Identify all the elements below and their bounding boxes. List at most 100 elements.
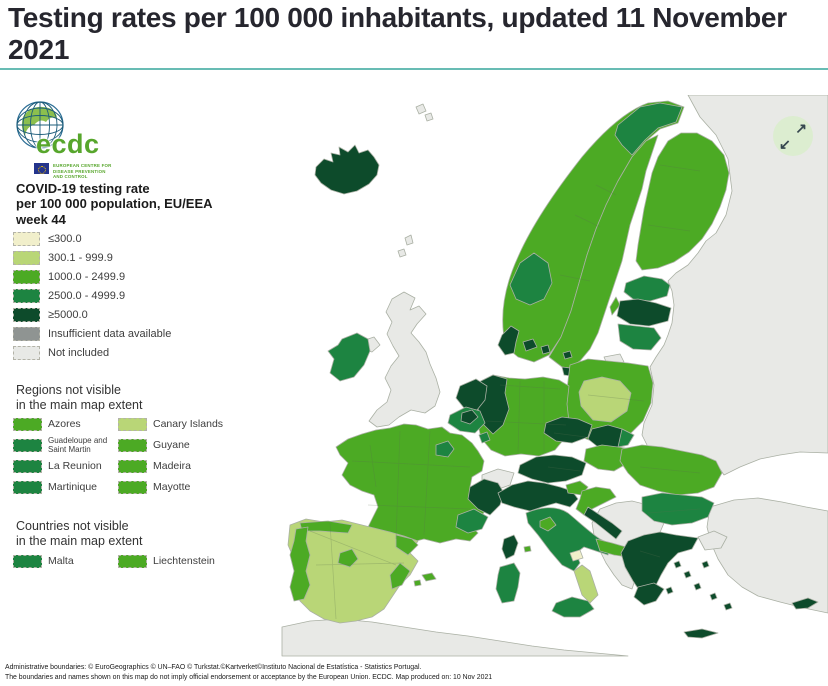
region-czechia[interactable] bbox=[543, 416, 593, 444]
legend-label: 2500.0 - 4999.9 bbox=[48, 289, 126, 302]
page-title: Testing rates per 100 000 inhabitants, u… bbox=[8, 2, 787, 65]
region-bornholm bbox=[562, 350, 573, 360]
legend-item-swatch bbox=[118, 460, 147, 473]
region-borders-decor bbox=[309, 164, 701, 620]
legend-label: 1000.0 - 2499.9 bbox=[48, 270, 126, 283]
legend-class-list: ≤300.0 300.1 - 999.9 1000.0 - 2499.9 250… bbox=[13, 229, 171, 362]
legend-item-swatch bbox=[13, 418, 42, 431]
region-ireland[interactable] bbox=[327, 332, 371, 382]
fullscreen-button[interactable]: ↗ ↙ bbox=[773, 116, 813, 156]
europe-map bbox=[281, 95, 828, 657]
legend-item-label: Mayotte bbox=[153, 480, 191, 493]
region-lithuania[interactable] bbox=[617, 323, 662, 351]
region-sweden[interactable] bbox=[548, 134, 659, 369]
region-faroe-islands bbox=[415, 103, 434, 122]
region-luxembourg[interactable] bbox=[478, 431, 491, 444]
map-panel: ecdc EUROPEAN CENTRE FOR DISEASE PREVENT… bbox=[0, 95, 828, 660]
region-italy-north[interactable] bbox=[497, 480, 579, 512]
region-greece[interactable] bbox=[620, 531, 699, 600]
legend-item-label: Madeira bbox=[153, 459, 191, 472]
region-aegean-islands bbox=[665, 560, 733, 611]
region-eastern-europe bbox=[641, 95, 828, 476]
expand-arrow-ne-icon: ↗ bbox=[795, 120, 807, 136]
ecdc-logo: ecdc EUROPEAN CENTRE FOR DISEASE PREVENT… bbox=[12, 97, 142, 183]
region-austria[interactable] bbox=[517, 454, 587, 484]
legend-swatch bbox=[13, 231, 40, 246]
legend-row: ≤300.0 bbox=[13, 229, 171, 248]
legend-item: Martinique bbox=[13, 477, 118, 498]
legend-item: Azores bbox=[13, 414, 118, 435]
legend-item-label: Martinique bbox=[48, 480, 98, 493]
region-orkney bbox=[397, 248, 407, 258]
region-netherlands[interactable] bbox=[455, 378, 488, 411]
region-belgium-center bbox=[460, 409, 479, 425]
legend-item-swatch bbox=[13, 439, 42, 452]
region-sicily[interactable] bbox=[551, 596, 595, 618]
region-portugal[interactable] bbox=[289, 526, 311, 602]
region-bulgaria[interactable] bbox=[641, 492, 715, 526]
legend-item-swatch bbox=[13, 555, 42, 568]
region-united-kingdom[interactable] bbox=[368, 291, 441, 428]
region-croatia-coast[interactable] bbox=[583, 506, 623, 540]
legend-item-swatch bbox=[118, 481, 147, 494]
region-spain-madrid[interactable] bbox=[337, 548, 359, 568]
region-romania[interactable] bbox=[619, 444, 723, 496]
map-attribution: Administrative boundaries: © EuroGeograp… bbox=[5, 663, 492, 684]
region-crete[interactable] bbox=[683, 628, 719, 639]
region-calabria[interactable] bbox=[573, 564, 599, 604]
legend-swatch bbox=[13, 269, 40, 284]
page-header: Testing rates per 100 000 inhabitants, u… bbox=[0, 0, 828, 65]
region-cyprus[interactable] bbox=[791, 597, 819, 610]
region-italy-central-patch bbox=[539, 516, 557, 532]
legend-swatch bbox=[13, 326, 40, 341]
ecdc-wordmark: ecdc bbox=[36, 129, 100, 159]
legend-item-swatch bbox=[118, 418, 147, 431]
legend-row: Not included bbox=[13, 343, 171, 362]
region-corsica[interactable] bbox=[501, 534, 519, 560]
legend-item: Guadeloupe and Saint Martin bbox=[13, 435, 118, 456]
region-spain-valencia[interactable] bbox=[389, 562, 411, 590]
legend-item-label: Guadeloupe and Saint Martin bbox=[48, 436, 108, 454]
region-latvia[interactable] bbox=[616, 298, 672, 327]
region-elba bbox=[523, 545, 532, 553]
region-finland[interactable] bbox=[635, 132, 730, 271]
legend-swatch bbox=[13, 345, 40, 360]
ecdc-subtitle: EUROPEAN CENTRE FOR DISEASE PREVENTION A… bbox=[53, 163, 112, 179]
legend-label: 300.1 - 999.9 bbox=[48, 251, 113, 264]
region-peloponnese bbox=[633, 582, 665, 606]
legend-item: Liechtenstein bbox=[118, 551, 258, 572]
region-croatia[interactable] bbox=[575, 486, 617, 516]
legend-label: Insufficient data available bbox=[48, 327, 172, 340]
region-france-south[interactable] bbox=[455, 508, 489, 534]
legend-item: Canary Islands bbox=[118, 414, 258, 435]
region-france-ile-de-france[interactable] bbox=[435, 440, 455, 458]
region-spain-catalonia[interactable] bbox=[395, 534, 419, 556]
regions-not-visible-list: Azores Canary Islands Guadeloupe and Sai… bbox=[13, 414, 258, 498]
region-denmark[interactable] bbox=[497, 325, 551, 356]
legend-item-label: Malta bbox=[48, 554, 74, 567]
region-norway-north[interactable] bbox=[614, 102, 683, 156]
eu-flag-icon bbox=[34, 163, 49, 174]
legend-item: La Reunion bbox=[13, 456, 118, 477]
region-shetland bbox=[404, 234, 414, 246]
legend-item-label: Liechtenstein bbox=[153, 554, 215, 567]
region-slovakia-east bbox=[617, 428, 635, 448]
legend-row: ≥5000.0 bbox=[13, 305, 171, 324]
region-estonia[interactable] bbox=[623, 275, 671, 302]
legend-item-swatch bbox=[118, 439, 147, 452]
region-italy-molise bbox=[569, 549, 584, 562]
countries-section-title: Countries not visible in the main map ex… bbox=[16, 519, 143, 548]
region-sardinia[interactable] bbox=[495, 562, 521, 604]
region-turkey bbox=[706, 497, 828, 614]
legend-label: ≥5000.0 bbox=[48, 308, 88, 321]
legend-label: Not included bbox=[48, 346, 110, 359]
legend-item: Madeira bbox=[118, 456, 258, 477]
region-balearic-islands bbox=[413, 572, 437, 587]
region-france-alps[interactable] bbox=[467, 478, 505, 516]
region-north-africa bbox=[281, 618, 629, 657]
legend-swatch bbox=[13, 307, 40, 322]
legend-row: Insufficient data available bbox=[13, 324, 171, 343]
region-norway-central[interactable] bbox=[509, 252, 553, 306]
region-poland-center[interactable] bbox=[578, 376, 632, 423]
region-iceland[interactable] bbox=[314, 144, 380, 195]
